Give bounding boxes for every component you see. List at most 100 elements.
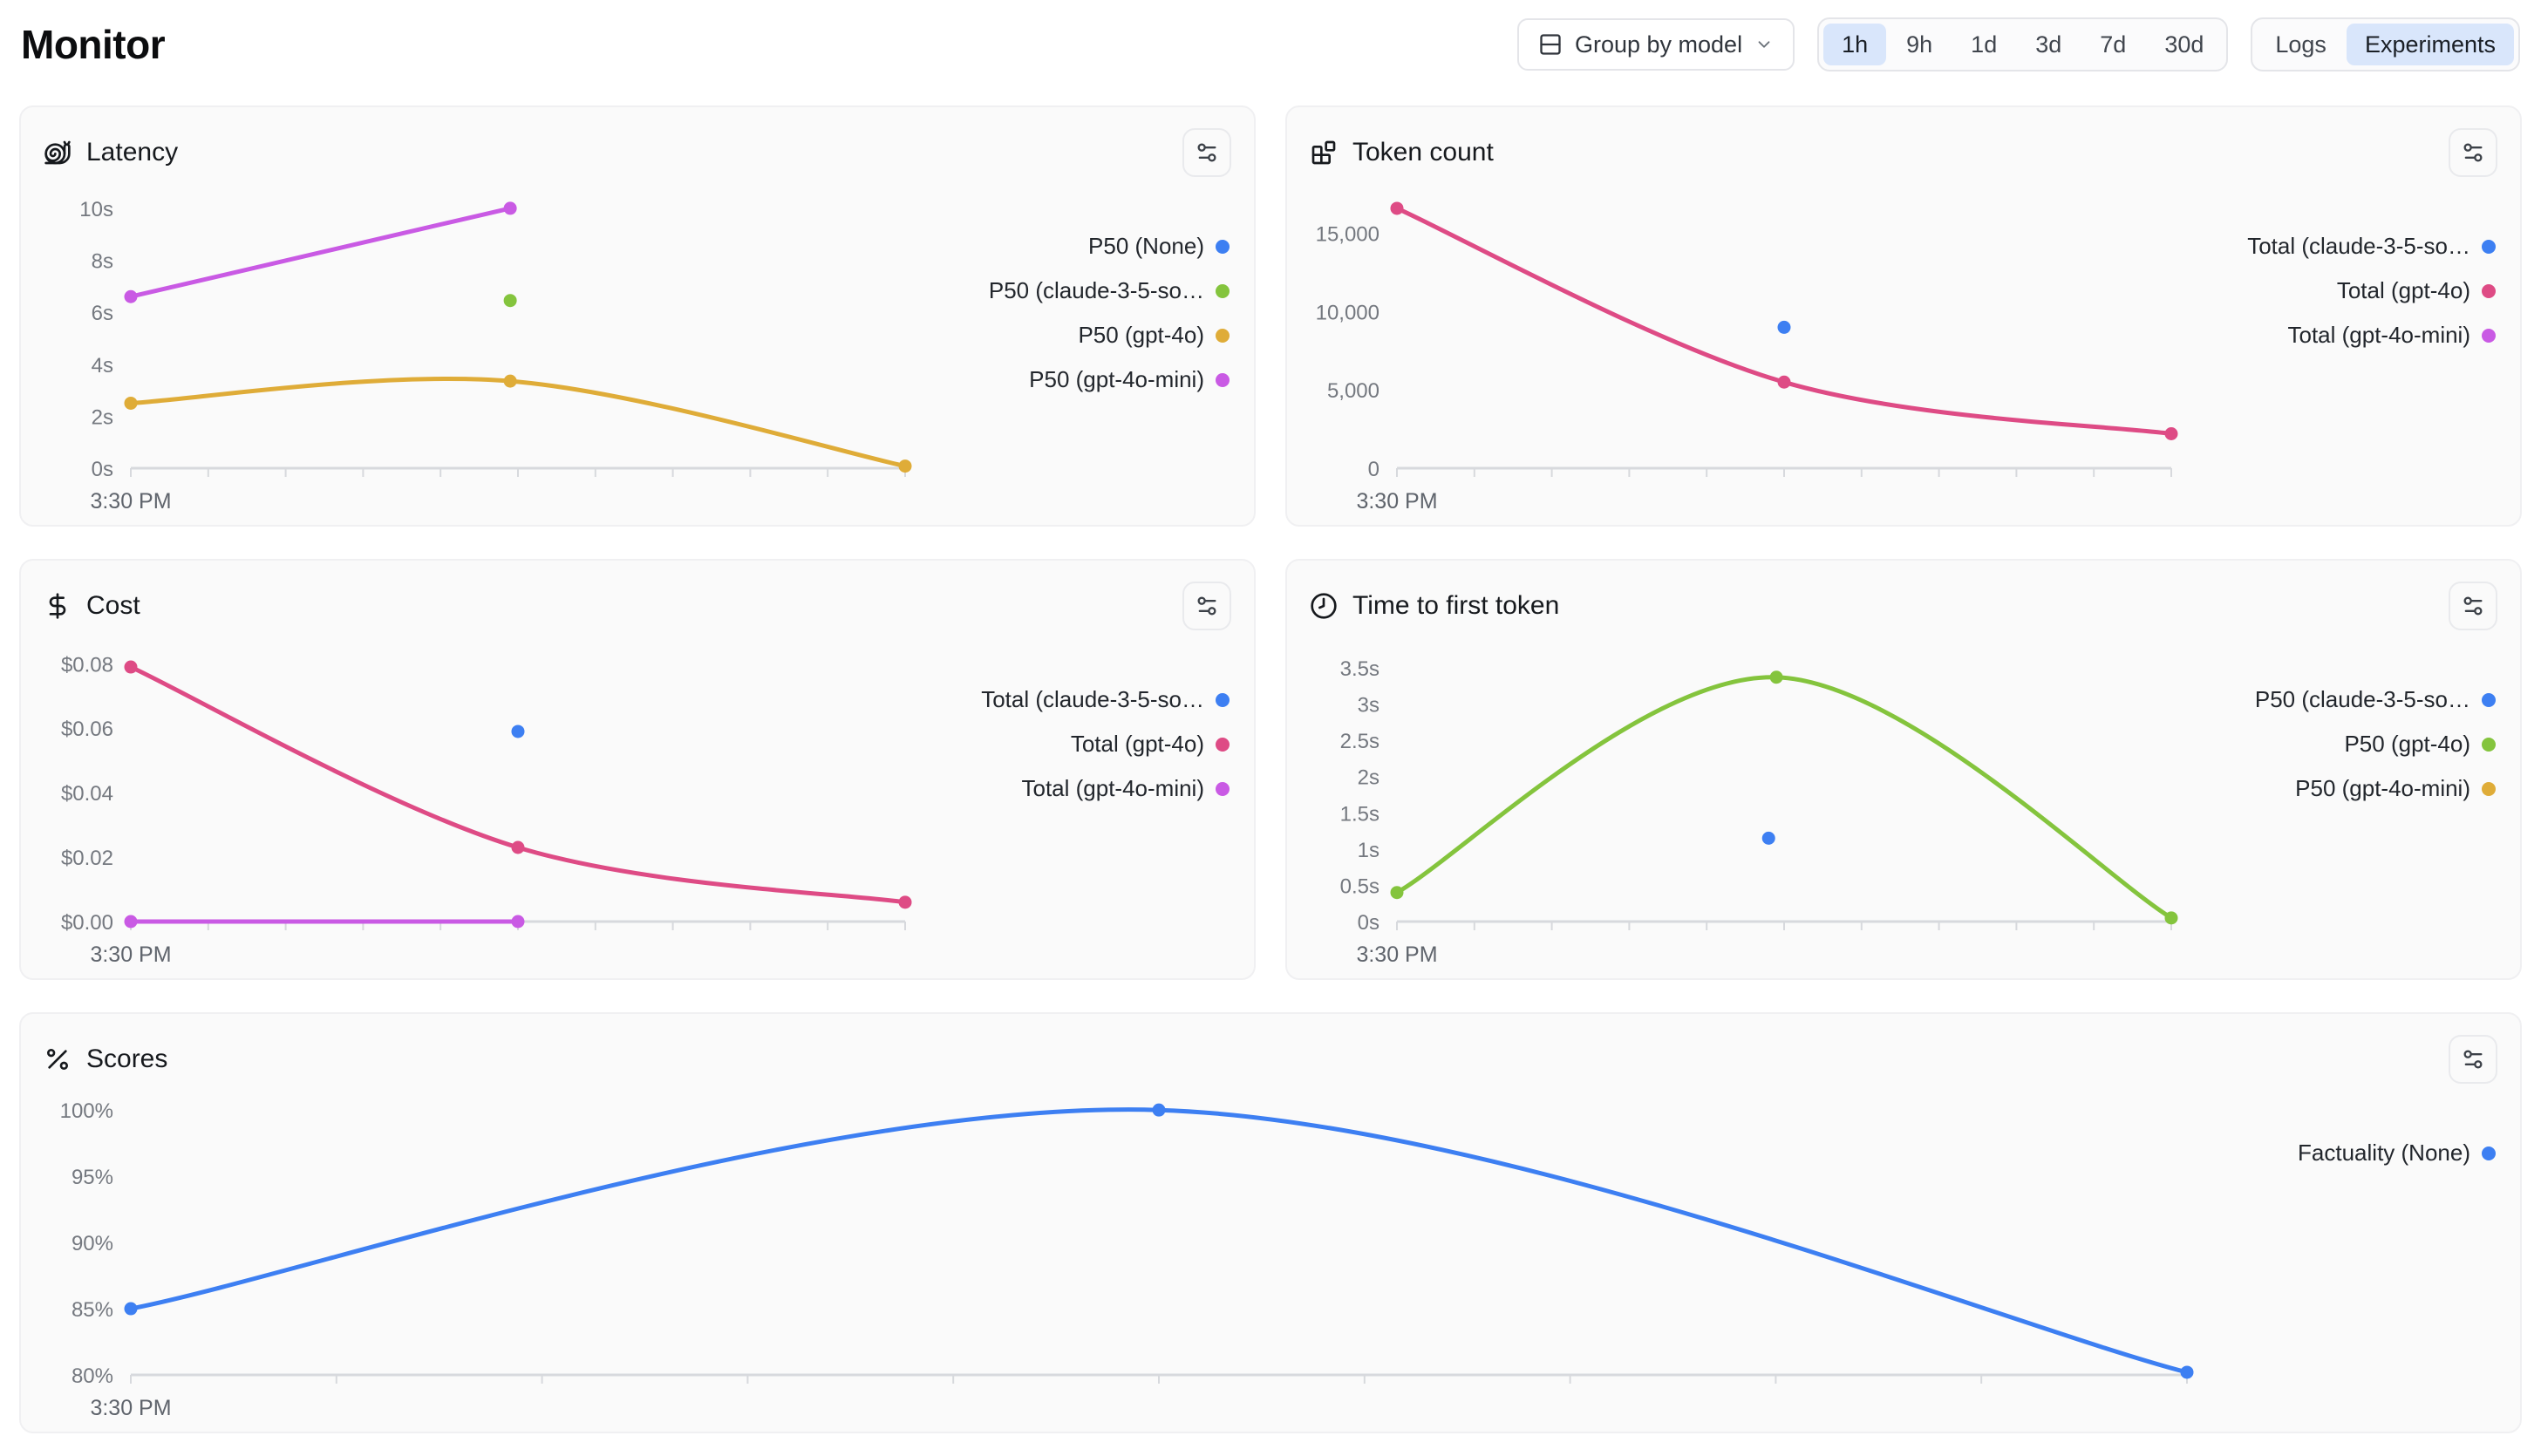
svg-text:3.5s: 3.5s: [1340, 657, 1379, 681]
time-range-9h[interactable]: 9h: [1888, 24, 1951, 65]
sliders-icon: [2463, 596, 2483, 616]
svg-text:1.5s: 1.5s: [1340, 802, 1379, 826]
legend-color-dot: [2482, 1146, 2496, 1160]
chart-legend: P50 (None) P50 (claude-3-5-so… P50 (gpt-4o…: [989, 180, 1231, 393]
group-by-model-button[interactable]: Group by model: [1516, 18, 1795, 71]
dollar-icon: [44, 592, 72, 620]
legend-color-dot: [2482, 692, 2496, 707]
snail-icon: [44, 139, 72, 167]
page-title: Monitor: [21, 22, 166, 67]
legend-color-dot: [1216, 328, 1230, 343]
chart-legend: P50 (claude-3-5-so… P50 (gpt-4o) P50 (gpt-…: [2255, 634, 2497, 802]
legend-color-dot: [2482, 737, 2496, 752]
svg-text:80%: 80%: [72, 1364, 113, 1388]
token-count-card: Token count 0 5,000 10,000 15,000 3:30 PM To…: [1285, 105, 2522, 527]
legend-label: Total (claude-3-5-so…: [2247, 233, 2470, 259]
chevron-down-icon: [1758, 41, 1770, 48]
card-header: Scores: [44, 1035, 2497, 1084]
card-body: 0s 2s 4s 6s 8s 10s 3:30 PM P50 (None) P50 (clau…: [44, 180, 1231, 526]
legend-label: Total (gpt-4o): [2336, 277, 2470, 303]
legend-item: Total (claude-3-5-so…: [981, 686, 1230, 713]
legend-label: P50 (gpt-4o-mini): [2295, 775, 2470, 801]
legend-item: Total (gpt-4o): [1071, 731, 1230, 758]
svg-text:100%: 100%: [60, 1099, 113, 1123]
svg-text:3:30 PM: 3:30 PM: [90, 1396, 171, 1420]
card-header: Latency: [44, 128, 1231, 177]
svg-text:4s: 4s: [92, 354, 113, 378]
legend-item: P50 (gpt-4o): [2344, 731, 2496, 758]
legend-item: Factuality (None): [2298, 1140, 2496, 1167]
card-title: Token count: [1352, 138, 1494, 167]
chart-settings-button[interactable]: [2449, 582, 2497, 630]
svg-text:2s: 2s: [1358, 766, 1379, 790]
svg-text:85%: 85%: [72, 1298, 113, 1322]
svg-text:0s: 0s: [1358, 911, 1379, 935]
scores-chart: 80% 85% 90% 95% 100% 3:30 PM: [60, 1099, 2194, 1420]
chart-legend: Factuality (None): [2298, 1087, 2497, 1167]
svg-text:$0.06: $0.06: [61, 718, 113, 741]
cost-card: Cost $0.00 $0.02 $0.04 $0.06 $0.08 3:30 PM To…: [19, 559, 1256, 980]
legend-color-dot: [1216, 372, 1230, 387]
svg-text:$0.04: $0.04: [61, 782, 113, 806]
time-range-3d[interactable]: 3d: [2017, 24, 2080, 65]
card-title: Time to first token: [1352, 591, 1560, 620]
latency-chart: 0s 2s 4s 6s 8s 10s 3:30 PM: [79, 198, 912, 514]
rows-icon: [1540, 34, 1561, 55]
legend-label: Total (gpt-4o-mini): [1021, 775, 1204, 801]
legend-item: Total (gpt-4o-mini): [1021, 775, 1230, 802]
card-header: Time to first token: [1310, 582, 2497, 630]
svg-text:95%: 95%: [72, 1166, 113, 1189]
svg-text:$0.08: $0.08: [61, 653, 113, 677]
svg-text:5,000: 5,000: [1327, 379, 1379, 403]
time-range-1d[interactable]: 1d: [1952, 24, 2015, 65]
card-body: $0.00 $0.02 $0.04 $0.06 $0.08 3:30 PM Total (…: [44, 634, 1231, 979]
chart-settings-button[interactable]: [2449, 1035, 2497, 1084]
legend-item: P50 (claude-3-5-so…: [989, 277, 1230, 304]
dashboard-grid: Latency 0s 2s 4s 6s 8s 10s 3:30 PM P50 (None) P…: [0, 105, 2541, 1433]
legend-item: P50 (gpt-4o): [1078, 322, 1230, 349]
legend-item: Total (gpt-4o): [2337, 277, 2496, 304]
percent-icon: [44, 1045, 72, 1073]
legend-label: P50 (claude-3-5-so…: [988, 277, 1204, 303]
legend-label: P50 (gpt-4o): [1078, 322, 1204, 348]
svg-text:0s: 0s: [92, 458, 113, 481]
svg-text:10,000: 10,000: [1316, 301, 1379, 324]
card-title: Cost: [86, 591, 140, 620]
svg-text:$0.00: $0.00: [61, 911, 113, 935]
svg-text:0.5s: 0.5s: [1340, 874, 1379, 898]
time-range-7d[interactable]: 7d: [2081, 24, 2144, 65]
cost-chart: $0.00 $0.02 $0.04 $0.06 $0.08 3:30 PM: [61, 653, 912, 967]
svg-text:10s: 10s: [79, 198, 113, 221]
sliders-icon: [2463, 143, 2483, 162]
legend-item: P50 (gpt-4o-mini): [2295, 775, 2496, 802]
svg-text:0: 0: [1368, 458, 1379, 481]
svg-text:1s: 1s: [1358, 839, 1379, 862]
card-body: 80% 85% 90% 95% 100% 3:30 PM Factuality (None…: [44, 1087, 2497, 1432]
time-range-group: 1h 9h 1d 3d 7d 30d: [1817, 17, 2229, 71]
time-range-1h[interactable]: 1h: [1823, 24, 1887, 65]
sliders-icon: [1197, 596, 1216, 616]
legend-label: P50 (claude-3-5-so…: [2254, 686, 2470, 712]
card-header: Token count: [1310, 128, 2497, 177]
legend-label: Total (gpt-4o): [1070, 731, 1204, 757]
mode-experiments[interactable]: Experiments: [2346, 24, 2514, 65]
chart-settings-button[interactable]: [1182, 128, 1231, 177]
topbar: Monitor Group by model 1h 9h 1d 3d 7d 30d Log…: [0, 0, 2541, 71]
time-range-30d[interactable]: 30d: [2146, 24, 2222, 65]
chart-settings-button[interactable]: [2449, 128, 2497, 177]
card-title: Scores: [86, 1044, 168, 1073]
time-to-first-token-card: Time to first token 0s 0.5s 1s 1.5s 2s 2.5s 3s…: [1285, 559, 2522, 980]
clock-icon: [1310, 592, 1338, 620]
svg-text:3:30 PM: 3:30 PM: [90, 489, 171, 514]
time-to-first-token-chart: 0s 0.5s 1s 1.5s 2s 2.5s 3s 3.5s 3:30 PM: [1340, 657, 2178, 967]
legend-item: Total (gpt-4o-mini): [2287, 322, 2496, 349]
svg-text:3:30 PM: 3:30 PM: [90, 942, 171, 967]
chart-settings-button[interactable]: [1182, 582, 1231, 630]
svg-text:15,000: 15,000: [1316, 223, 1379, 247]
scores-card: Scores 80% 85% 90% 95% 100% 3:30 PM Factualit…: [19, 1012, 2522, 1433]
blocks-icon: [1310, 139, 1338, 167]
legend-color-dot: [1216, 781, 1230, 796]
legend-item: P50 (None): [1088, 233, 1230, 260]
legend-color-dot: [2482, 239, 2496, 254]
mode-logs[interactable]: Logs: [2257, 24, 2345, 65]
